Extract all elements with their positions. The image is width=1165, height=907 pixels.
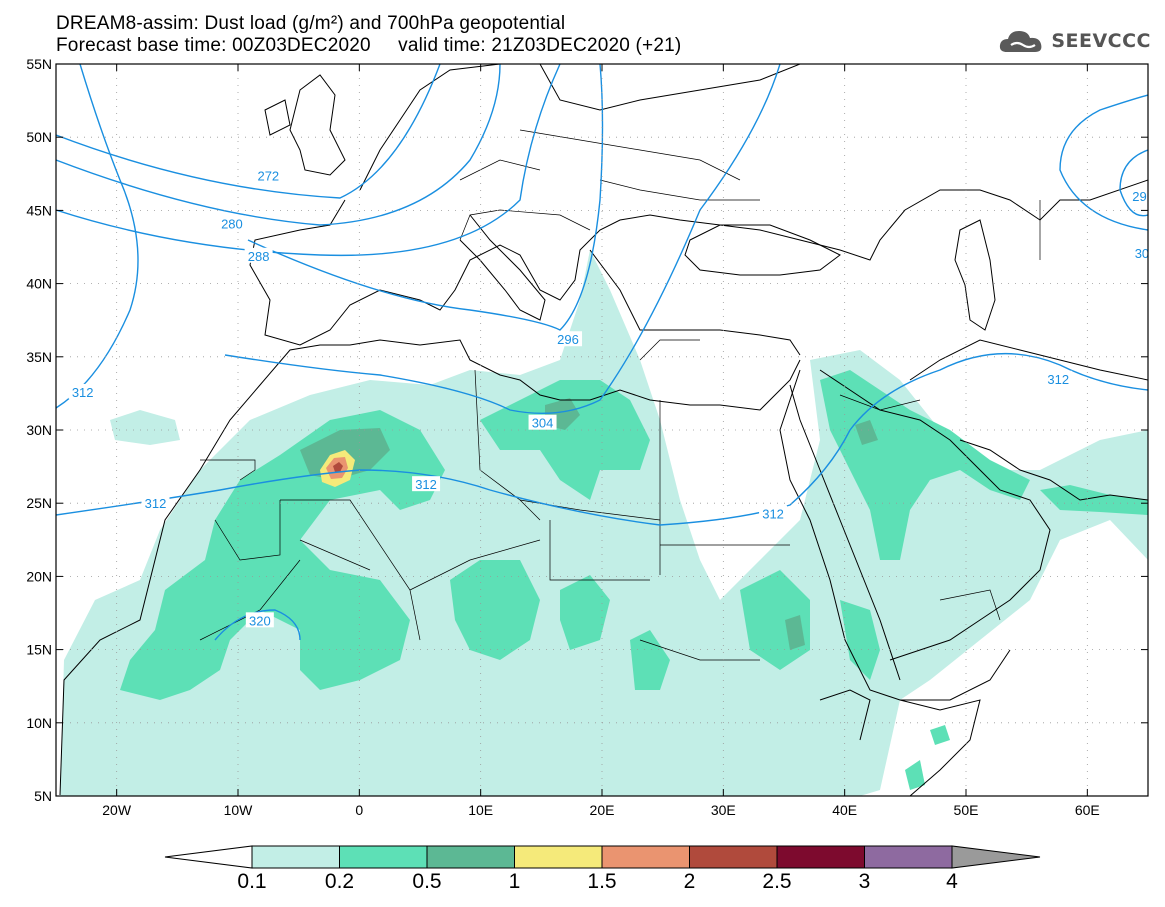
coastlines (59, 64, 1148, 796)
contour-label-bg (68, 383, 97, 399)
contour-label-bg (759, 505, 788, 521)
contour-label-bg (244, 247, 273, 263)
colorbar-segment (514, 845, 603, 869)
contour-label: 312 (1047, 372, 1069, 387)
lat-tick-label: 40N (26, 276, 52, 292)
colorbar-level-label: 0.1 (237, 870, 266, 893)
logo-text: SEEVCCC (1051, 30, 1151, 52)
contour-label-bg (528, 414, 557, 430)
colorbar-segment (689, 845, 778, 869)
lat-tick-label: 25N (26, 495, 52, 511)
contour-label: 272 (257, 168, 279, 183)
contour-label-bg (554, 331, 583, 347)
dust-load-shading (60, 250, 1148, 796)
colorbar-segment (864, 845, 953, 869)
contour-label: 312 (415, 477, 437, 492)
lat-tick-label: 55N (26, 56, 52, 72)
lat-tick-label: 50N (26, 129, 52, 145)
colorbar-level-label: 3 (859, 870, 871, 893)
axis-ticks: 20W 10W 0 10E 20E 30E 40E 50E 60E 55N 50N 45N 40N 35N… (26, 56, 1148, 818)
contour-labels: 272 280 288 296 304 312 312 312 312 312 320 29 30 (68, 167, 1149, 628)
lon-tick-label: 40E (832, 802, 857, 818)
contour-label-bg (412, 476, 441, 492)
contour-label-bg (1131, 244, 1148, 260)
forecast-time-subtitle: Forecast base time: 00Z03DEC2020 valid t… (56, 35, 682, 56)
contour-label-bg (1129, 187, 1148, 203)
lat-tick-label: 5N (34, 788, 52, 804)
map-title: DREAM8-assim: Dust load (g/m²) and 700hP… (56, 13, 566, 34)
colorbar-level-label: 0.5 (412, 870, 441, 893)
lat-tick-label: 10N (26, 715, 52, 731)
lon-tick-label: 60E (1075, 802, 1100, 818)
contour-label: 29 (1132, 189, 1146, 204)
contour-label-bg (1044, 370, 1073, 386)
seevccc-logo: SEEVCCC (997, 26, 1151, 56)
colorbar-level-label: 2 (684, 870, 696, 893)
contour-label-bg (141, 495, 170, 511)
contour-label: 312 (762, 506, 784, 521)
contour-label: 288 (248, 249, 270, 264)
lat-tick-label: 30N (26, 422, 52, 438)
geopotential-contours (56, 64, 1148, 641)
colorbar-segment (426, 845, 515, 869)
colorbar-level-label: 0.2 (325, 870, 354, 893)
lon-tick-label: 20W (102, 802, 132, 818)
contour-label: 312 (145, 496, 167, 511)
lon-tick-label: 10E (468, 802, 493, 818)
contour-label: 30 (1135, 246, 1149, 261)
cloud-icon (1000, 31, 1042, 52)
colorbar-level-label: 4 (946, 870, 958, 893)
lat-tick-label: 20N (26, 568, 52, 584)
dust-max-area (333, 462, 343, 472)
contour-label-bg (254, 167, 283, 183)
lon-tick-label: 20E (590, 802, 615, 818)
contour-label: 304 (532, 416, 554, 431)
lon-tick-label: 10W (224, 802, 254, 818)
colorbar-level-label: 2.5 (762, 870, 791, 893)
colorbar-over-arrow (951, 845, 1041, 869)
colorbar: 0.1 0.2 0.5 1 1.5 2 2.5 3 4 (164, 845, 1041, 893)
contour-label: 280 (221, 217, 243, 232)
colorbar-segment (776, 845, 865, 869)
colorbar-segment (339, 845, 428, 869)
lon-tick-label: 0 (355, 802, 363, 818)
graticule (56, 64, 1148, 796)
contour-label: 312 (72, 385, 94, 400)
lat-tick-label: 15N (26, 642, 52, 658)
map-plot-area: 272 280 288 296 304 312 312 312 312 312 320 29 30 (56, 64, 1149, 796)
lat-tick-label: 45N (26, 202, 52, 218)
lon-tick-label: 30E (711, 802, 736, 818)
contour-label-bg (217, 215, 246, 231)
contour-label: 296 (557, 332, 579, 347)
contour-label: 320 (249, 613, 271, 628)
colorbar-segment (601, 845, 690, 869)
colorbar-level-label: 1 (509, 870, 521, 893)
lon-tick-label: 50E (954, 802, 979, 818)
dust-medium-area (120, 370, 1148, 790)
colorbar-under-arrow (164, 845, 253, 869)
lat-tick-label: 35N (26, 349, 52, 365)
contour-label-bg (245, 612, 274, 628)
colorbar-segment (251, 845, 340, 869)
colorbar-level-label: 1.5 (587, 870, 616, 893)
